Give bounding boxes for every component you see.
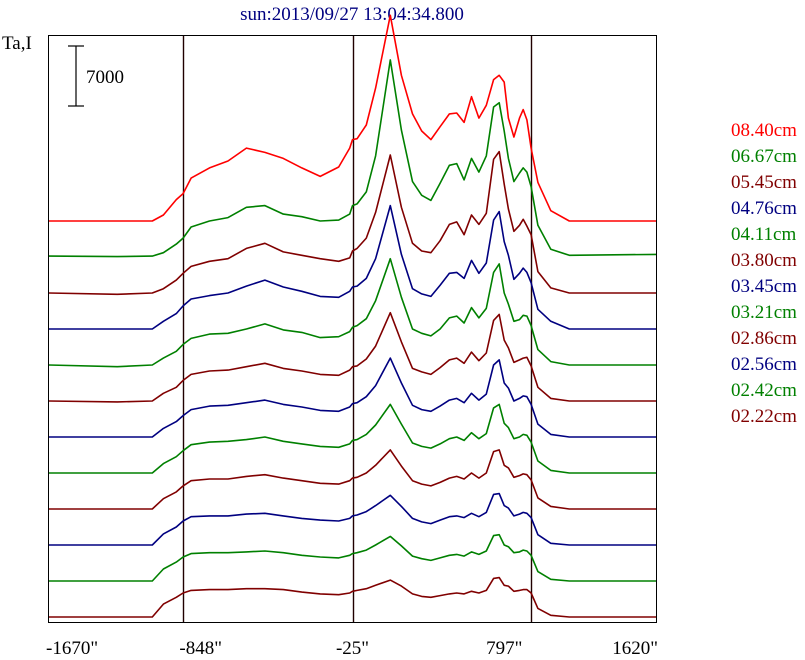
chart-title: sun:2013/09/27 13:04:34.800 xyxy=(240,4,464,25)
legend-item: 05.45cm xyxy=(731,172,797,193)
trace-05.45cm xyxy=(48,150,656,296)
legend-item: 04.11cm xyxy=(731,224,796,245)
trace-02.22cm xyxy=(49,576,656,618)
scale-bar-label: 7000 xyxy=(86,67,124,88)
x-axis: -1670" -848" -25" 797" 1620" xyxy=(46,638,658,659)
trace-04.11cm xyxy=(48,257,656,368)
reference-lines xyxy=(182,36,533,622)
trace-group xyxy=(48,14,657,618)
legend-item: 02.22cm xyxy=(731,406,797,427)
y-axis-label: Ta,I xyxy=(2,33,32,54)
legend-item: 02.42cm xyxy=(731,380,797,401)
trace-02.86cm xyxy=(49,449,656,510)
trace-03.80cm xyxy=(48,311,656,403)
x-tick-label: 797" xyxy=(486,638,522,659)
legend-item: 03.45cm xyxy=(731,276,797,297)
trace-03.45cm xyxy=(49,357,656,438)
legend-item: 06.67cm xyxy=(731,146,797,167)
trace-04.76cm xyxy=(49,204,656,330)
x-tick-label: -1670" xyxy=(46,638,98,659)
scale-bar xyxy=(68,45,84,107)
plot-frame xyxy=(48,35,657,623)
x-tick-label: -25" xyxy=(336,638,369,659)
legend-item: 03.21cm xyxy=(731,302,797,323)
legend: 08.40cm 06.67cm 05.45cm 04.76cm 04.11cm 03.80… xyxy=(731,120,797,427)
trace-03.21cm xyxy=(49,403,656,474)
legend-item: 08.40cm xyxy=(731,120,797,141)
trace-06.67cm xyxy=(48,59,657,258)
x-tick-label: 1620" xyxy=(612,638,658,659)
trace-08.40cm xyxy=(49,14,656,222)
trace-02.42cm xyxy=(49,533,656,582)
legend-item: 04.76cm xyxy=(731,198,797,219)
legend-item: 03.80cm xyxy=(731,250,797,271)
legend-item: 02.56cm xyxy=(731,354,797,375)
trace-02.56cm xyxy=(49,492,656,546)
x-tick-label: -848" xyxy=(179,638,222,659)
legend-item: 02.86cm xyxy=(731,328,797,349)
